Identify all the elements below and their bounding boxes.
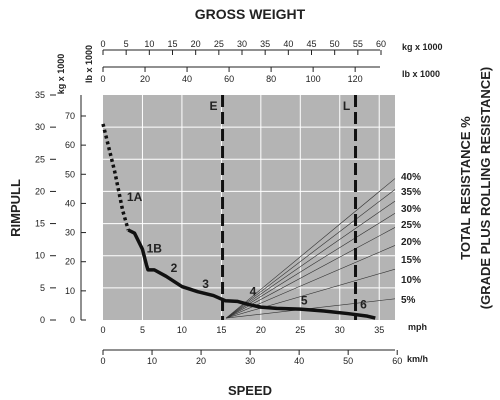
rimpull-dotted-segment bbox=[101, 123, 130, 231]
tick-label: 30 bbox=[335, 325, 345, 335]
tick-label: 30 bbox=[237, 39, 247, 49]
top-axis-lb: 0 20 40 60 80 100 120 bbox=[100, 66, 380, 84]
left-lb-unit: lb x 1000 bbox=[84, 45, 94, 83]
tick-label: 40 bbox=[65, 198, 75, 208]
grade-label: 40% bbox=[401, 172, 421, 183]
grade-label: 25% bbox=[401, 220, 421, 231]
gear-label: 1A bbox=[127, 190, 143, 204]
rimpull-solid-segment bbox=[127, 228, 376, 320]
weight-marker-label: L bbox=[343, 99, 350, 113]
tick-label: 5 bbox=[40, 283, 45, 293]
tick-label: 20 bbox=[196, 356, 206, 366]
tick-label: 50 bbox=[343, 356, 353, 366]
tick-label: 10 bbox=[144, 39, 154, 49]
grade-line bbox=[225, 213, 396, 319]
grade-label: 30% bbox=[401, 204, 421, 215]
plot-area bbox=[103, 95, 395, 320]
left-axis-lb: 0 10 20 30 40 50 60 70 bbox=[65, 95, 86, 325]
grade-label: 35% bbox=[401, 187, 421, 198]
grade-line bbox=[225, 200, 396, 319]
tick-label: 20 bbox=[256, 325, 266, 335]
tick-label: 40 bbox=[283, 39, 293, 49]
chart-title: GROSS WEIGHT bbox=[195, 6, 306, 22]
tick-label: 0 bbox=[100, 74, 105, 84]
tick-label: 10 bbox=[147, 356, 157, 366]
tick-label: 0 bbox=[100, 39, 105, 49]
tick-label: 35 bbox=[35, 90, 45, 100]
grade-label: 5% bbox=[401, 295, 416, 306]
tick-label: 15 bbox=[167, 39, 177, 49]
tick-label: 10 bbox=[35, 251, 45, 261]
tick-label: 20 bbox=[35, 186, 45, 196]
tick-label: 20 bbox=[191, 39, 201, 49]
left-kg-unit: kg x 1000 bbox=[56, 54, 66, 95]
gear-labels: 1A 1B 2 3 4 5 6 bbox=[127, 190, 367, 311]
tick-label: 80 bbox=[266, 74, 276, 84]
tick-label: 30 bbox=[35, 122, 45, 132]
tick-label: 5 bbox=[140, 325, 145, 335]
gear-label: 2 bbox=[171, 261, 178, 275]
tick-label: 35 bbox=[260, 39, 270, 49]
tick-label: 60 bbox=[65, 140, 75, 150]
tick-label: 55 bbox=[353, 39, 363, 49]
rimpull-curve bbox=[101, 123, 376, 320]
tick-label: 30 bbox=[245, 356, 255, 366]
tick-label: 120 bbox=[348, 74, 363, 84]
grade-label: 10% bbox=[401, 275, 421, 286]
top-axis-kg: 0 5 10 15 20 25 30 35 40 45 50 55 60 bbox=[100, 39, 386, 55]
tick-label: 50 bbox=[330, 39, 340, 49]
kmh-unit: km/h bbox=[407, 354, 428, 364]
tick-label: 0 bbox=[100, 356, 105, 366]
mph-unit: mph bbox=[408, 322, 427, 332]
tick-label: 40 bbox=[294, 356, 304, 366]
tick-label: 5 bbox=[124, 39, 129, 49]
grade-lines: 40% 35% 30% 25% 20% 15% 10% 5% bbox=[225, 172, 421, 319]
grade-line bbox=[225, 178, 396, 319]
tick-label: 0 bbox=[70, 315, 75, 325]
top-lb-unit: lb x 1000 bbox=[402, 69, 440, 79]
weight-marker-label: E bbox=[210, 99, 218, 113]
tick-label: 0 bbox=[40, 315, 45, 325]
grade-line bbox=[225, 189, 396, 319]
tick-label: 60 bbox=[376, 39, 386, 49]
grade-line bbox=[226, 268, 396, 319]
tick-label: 35 bbox=[374, 325, 384, 335]
gear-label: 6 bbox=[360, 297, 367, 311]
bottom-axis-kmh: 0 10 20 30 40 50 60 bbox=[100, 349, 402, 366]
tick-label: 60 bbox=[224, 74, 234, 84]
right-axis-title-line1: TOTAL RESISTANCE % bbox=[458, 116, 473, 260]
gear-label: 4 bbox=[250, 285, 257, 299]
gear-label: 5 bbox=[301, 294, 308, 308]
y-axis-title: RIMPULL bbox=[8, 179, 23, 237]
tick-label: 25 bbox=[295, 325, 305, 335]
tick-label: 15 bbox=[216, 325, 226, 335]
grade-label: 15% bbox=[401, 255, 421, 266]
tick-label: 60 bbox=[392, 356, 402, 366]
tick-label: 25 bbox=[35, 154, 45, 164]
grade-line bbox=[225, 227, 396, 319]
tick-label: 15 bbox=[35, 219, 45, 229]
tick-label: 20 bbox=[140, 74, 150, 84]
right-axis-title-line2: (GRADE PLUS ROLLING RESISTANCE) bbox=[478, 67, 493, 309]
tick-label: 0 bbox=[100, 325, 105, 335]
gear-label: 3 bbox=[202, 277, 209, 291]
tick-label: 50 bbox=[65, 169, 75, 179]
tick-label: 10 bbox=[65, 286, 75, 296]
tick-label: 100 bbox=[306, 74, 321, 84]
top-kg-unit: kg x 1000 bbox=[402, 42, 443, 52]
tick-label: 70 bbox=[65, 111, 75, 121]
tick-label: 25 bbox=[214, 39, 224, 49]
tick-label: 45 bbox=[306, 39, 316, 49]
tick-label: 30 bbox=[65, 228, 75, 238]
bottom-axis-mph: 0 5 10 15 20 25 30 35 bbox=[100, 325, 384, 335]
x-axis-title: SPEED bbox=[228, 383, 272, 398]
tick-label: 10 bbox=[177, 325, 187, 335]
grade-label: 20% bbox=[401, 237, 421, 248]
gear-label: 1B bbox=[147, 242, 163, 256]
tick-label: 20 bbox=[65, 257, 75, 267]
tick-label: 40 bbox=[182, 74, 192, 84]
left-axis-kg: 0 5 10 15 20 25 30 35 bbox=[35, 90, 56, 325]
